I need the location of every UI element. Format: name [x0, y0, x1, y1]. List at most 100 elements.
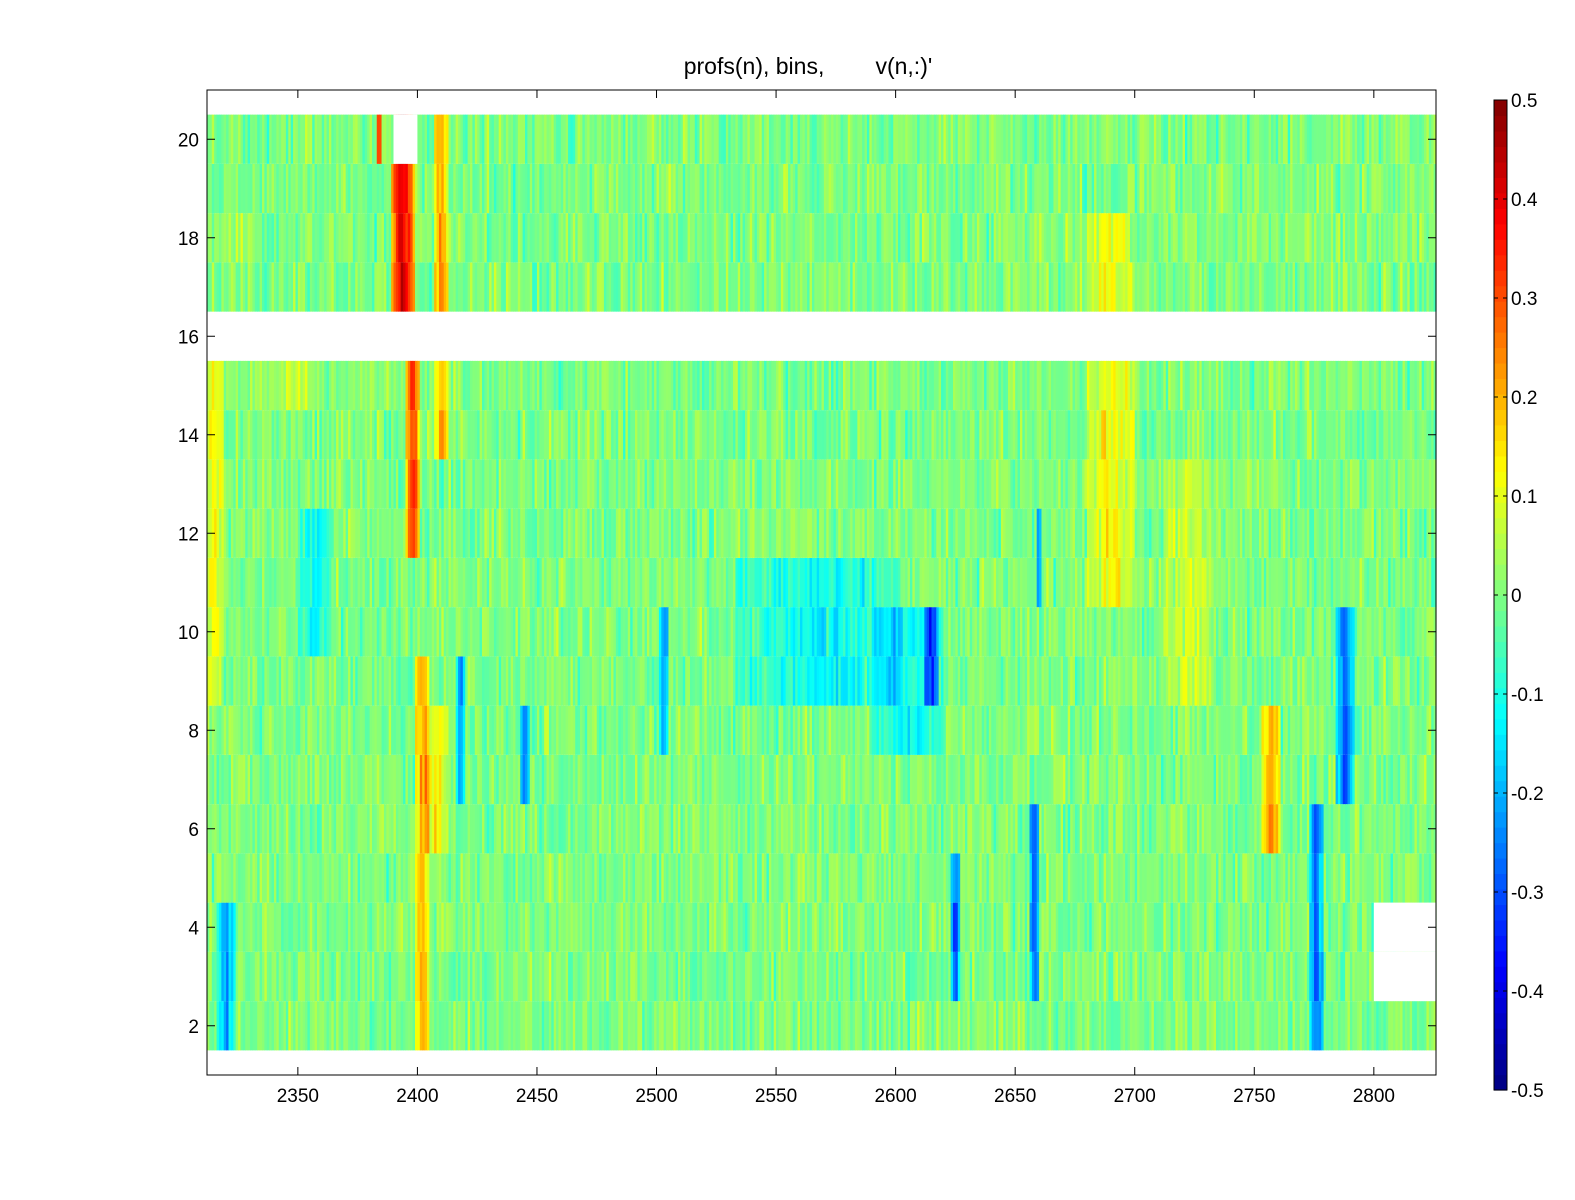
heatmap-cell [874, 853, 878, 903]
heatmap-cell [240, 951, 244, 1002]
heatmap-cell [1309, 902, 1313, 952]
heatmap-cell [536, 754, 540, 805]
heatmap-cell [929, 853, 933, 903]
heatmap-cell [273, 951, 277, 1002]
heatmap-cell [587, 557, 591, 608]
heatmap-cell [532, 1001, 536, 1051]
heatmap-cell [776, 1001, 780, 1051]
heatmap-cell [297, 607, 301, 657]
heatmap-cell [668, 656, 672, 706]
heatmap-cell [1199, 902, 1203, 952]
heatmap-cell [223, 902, 227, 952]
heatmap-cell [835, 951, 839, 1002]
heatmap-cell [706, 557, 710, 608]
heatmap-cell [560, 754, 564, 805]
heatmap-cell [723, 853, 727, 903]
heatmap-cell [1196, 656, 1200, 706]
heatmap-cell [254, 705, 258, 755]
heatmap-cell [340, 853, 344, 903]
heatmap-cell [747, 951, 751, 1002]
heatmap-cell [795, 853, 799, 903]
heatmap-cell [1390, 607, 1394, 657]
heatmap-cell [1132, 705, 1136, 755]
heatmap-cell [838, 1001, 842, 1051]
heatmap-cell [1106, 656, 1110, 706]
heatmap-cell [907, 656, 911, 706]
heatmap-cell [689, 1001, 693, 1051]
heatmap-cell [230, 1001, 234, 1051]
heatmap-cell [316, 656, 320, 706]
heatmap-cell [556, 1001, 560, 1051]
heatmap-cell [811, 1001, 815, 1051]
heatmap-cell [670, 607, 674, 657]
heatmap-cell [845, 607, 849, 657]
heatmap-cell [1165, 705, 1169, 755]
heatmap-cell [1223, 705, 1227, 755]
heatmap-cell [900, 1001, 904, 1051]
heatmap-cell [1139, 951, 1143, 1002]
heatmap-cell [716, 951, 720, 1002]
heatmap-cell [821, 1001, 825, 1051]
heatmap-cell [534, 607, 538, 657]
heatmap-cell [577, 951, 581, 1002]
heatmap-cell [895, 902, 899, 952]
heatmap-cell [828, 804, 832, 854]
heatmap-cell [835, 557, 839, 608]
heatmap-cell [273, 754, 277, 805]
heatmap-cell [783, 754, 787, 805]
heatmap-cell [907, 754, 911, 805]
heatmap-cell [338, 754, 342, 805]
heatmap-cell [1022, 1001, 1026, 1051]
heatmap-cell [479, 656, 483, 706]
heatmap-cell [1256, 705, 1260, 755]
heatmap-cell [964, 853, 968, 903]
heatmap-cell [678, 951, 682, 1002]
heatmap-cell [580, 853, 583, 903]
heatmap-cell [1271, 754, 1275, 805]
heatmap-cell [376, 705, 380, 755]
heatmap-cell [503, 902, 507, 952]
heatmap-cell [687, 557, 691, 608]
heatmap-cell [694, 656, 698, 706]
heatmap-cell [766, 853, 770, 903]
heatmap-cell [503, 951, 507, 1002]
heatmap-cell [520, 754, 524, 805]
heatmap-cell [840, 951, 844, 1002]
heatmap-cell [386, 754, 390, 805]
heatmap-cell [381, 557, 385, 608]
heatmap-cell [324, 705, 328, 755]
heatmap-cell [481, 1001, 485, 1051]
heatmap-cell [563, 853, 567, 903]
heatmap-cell [728, 1001, 732, 1051]
heatmap-cell [921, 804, 925, 854]
heatmap-cell [656, 607, 660, 657]
heatmap-cell [984, 804, 988, 854]
heatmap-cell [338, 557, 342, 608]
heatmap-cell [898, 1001, 901, 1051]
heatmap-cell [603, 1001, 607, 1051]
heatmap-cell [1235, 607, 1239, 657]
heatmap-cell [606, 557, 610, 608]
heatmap-cell [611, 754, 615, 805]
heatmap-cell [1008, 557, 1011, 608]
heatmap-cell [551, 754, 555, 805]
heatmap-cell [718, 902, 722, 952]
heatmap-cell [314, 607, 318, 657]
heatmap-cell [859, 853, 863, 903]
heatmap-cell [527, 853, 531, 903]
heatmap-cell [661, 557, 665, 608]
heatmap-cell [1364, 804, 1368, 854]
heatmap-cell [1273, 705, 1277, 755]
heatmap-cell [611, 951, 615, 1002]
heatmap-cell [859, 607, 863, 657]
heatmap-cell [465, 902, 469, 952]
heatmap-cell [1065, 804, 1069, 854]
heatmap-cell [962, 705, 966, 755]
heatmap-cell [355, 804, 359, 854]
heatmap-cell [1165, 1001, 1169, 1051]
heatmap-cell [615, 853, 619, 903]
heatmap-cell [266, 951, 270, 1002]
heatmap-cell [1051, 705, 1055, 755]
heatmap-cell [410, 705, 414, 755]
heatmap-cell [941, 951, 945, 1002]
